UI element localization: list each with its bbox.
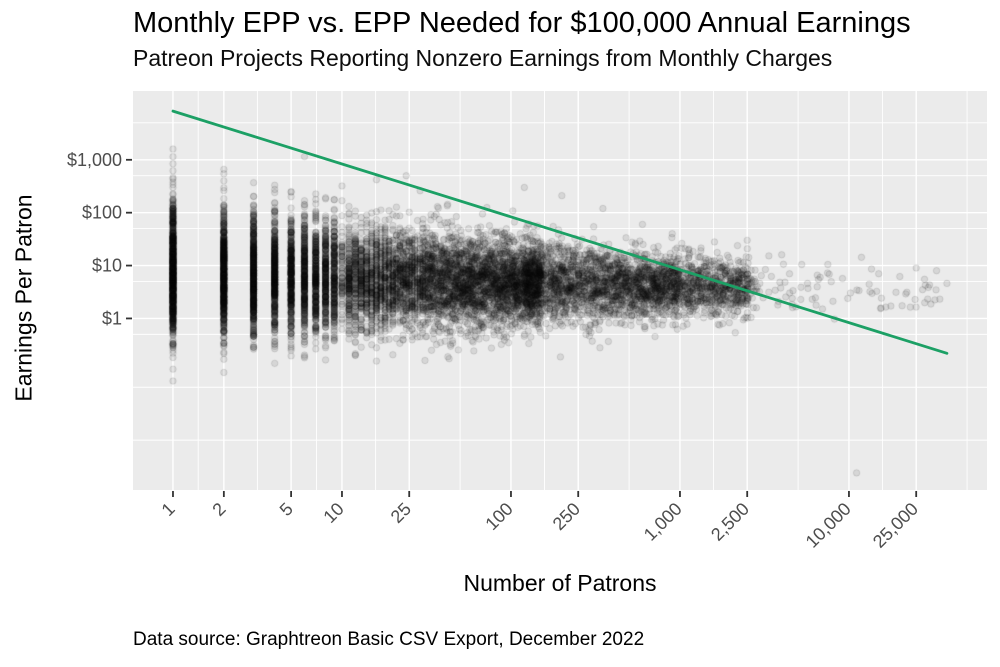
- x-tick-label: 2,500: [707, 499, 753, 545]
- scatter-points-canvas: [133, 91, 987, 490]
- x-tick-label: 100: [481, 499, 516, 534]
- x-tick-label: 1,000: [640, 499, 686, 545]
- plot-panel: [133, 91, 987, 490]
- epp-needed-line: [171, 109, 949, 355]
- x-tick-label: 1: [158, 499, 179, 520]
- reference-line-svg: [171, 109, 949, 355]
- caption: Data source: Graphtreon Basic CSV Export…: [133, 629, 645, 650]
- x-tick-label: 2: [208, 499, 229, 520]
- x-tick-label: 5: [276, 499, 297, 520]
- chart-subtitle: Patreon Projects Reporting Nonzero Earni…: [133, 45, 833, 71]
- x-tick-label: 10,000: [802, 499, 855, 552]
- x-tick-label: 25,000: [869, 499, 922, 552]
- x-axis-title: Number of Patrons: [463, 570, 657, 596]
- y-tick-label: $1,000: [67, 150, 122, 170]
- x-tick-label: 250: [549, 499, 584, 534]
- y-axis-title: Earnings Per Patron: [10, 194, 37, 402]
- y-tick-label: $10: [92, 256, 122, 276]
- y-tick-label: $100: [82, 203, 122, 223]
- x-tick-label: 10: [319, 499, 347, 527]
- x-tick-label: 25: [387, 499, 415, 527]
- y-tick-label: $1: [102, 308, 122, 328]
- chart-title: Monthly EPP vs. EPP Needed for $100,000 …: [133, 7, 911, 39]
